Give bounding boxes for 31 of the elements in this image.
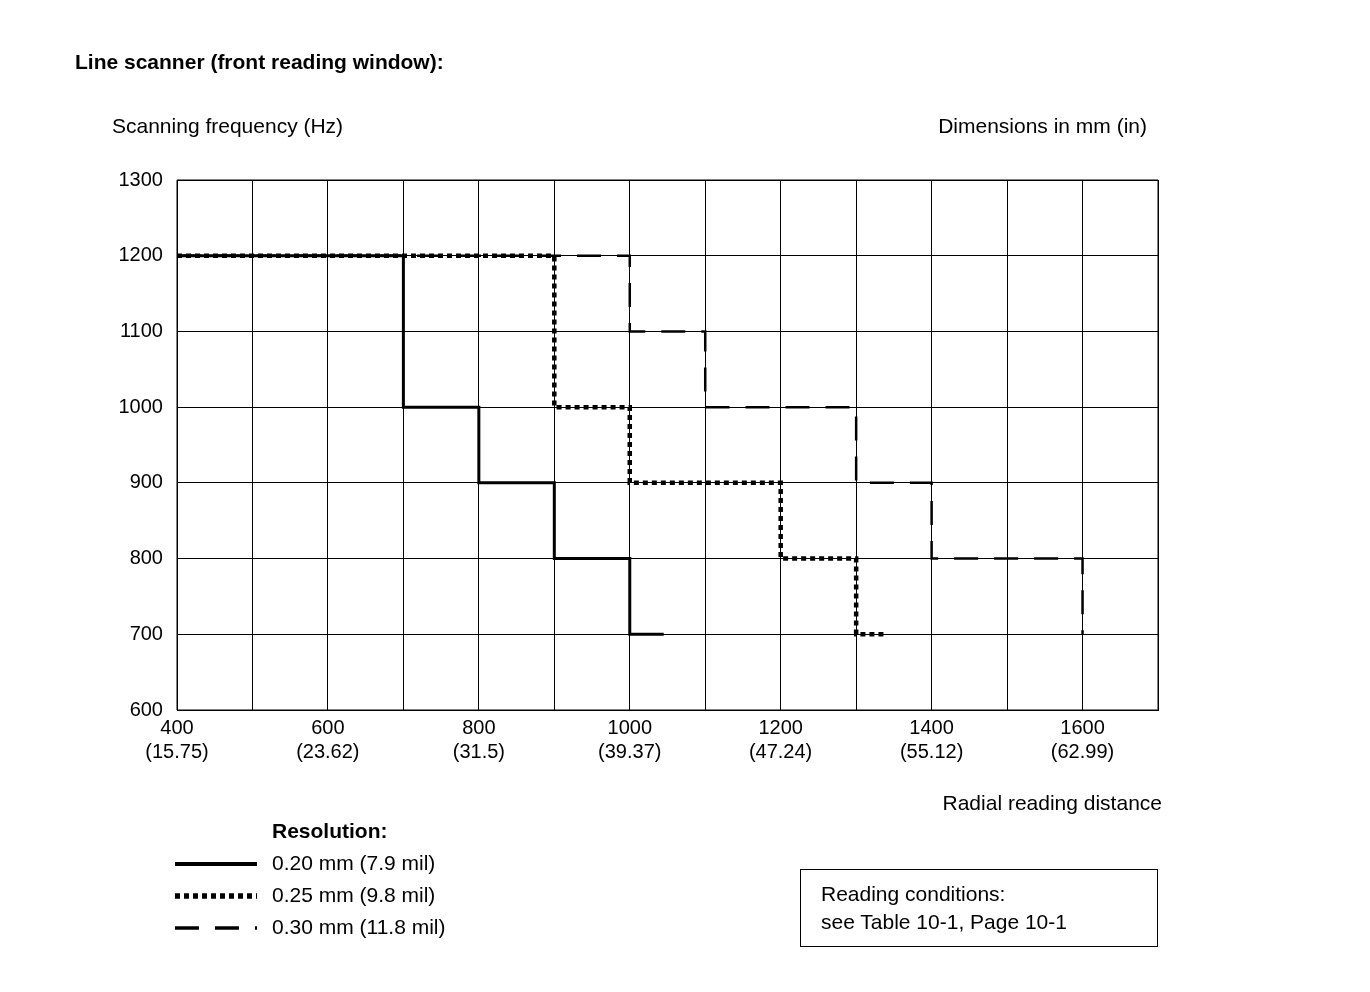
x-axis-title: Radial reading distance: [942, 791, 1162, 815]
x-tick-label: 600: [311, 715, 345, 738]
x2-tick-label: (55.12): [899, 739, 964, 762]
x2-tick-label: (23.62): [296, 739, 360, 762]
y-axis-title: Scanning frequency (Hz): [112, 114, 344, 138]
x2-tick-label: (47.24): [748, 739, 813, 762]
x2-tick-label: (39.37): [598, 739, 662, 762]
chart-title: Line scanner (front reading window):: [75, 50, 444, 74]
text: Dimensions in mm (in): [938, 114, 1147, 138]
y-tick-label: 1100: [119, 318, 163, 341]
legend-title: Resolution:: [272, 818, 388, 842]
y-tick-label: 900: [129, 470, 163, 493]
y-tick-label: 700: [129, 621, 163, 644]
y-tick-label: 600: [129, 697, 163, 720]
x-tick-label: 1600: [1060, 715, 1105, 738]
x-tick-label: 1400: [909, 715, 954, 738]
legend-label: 0.30 mm (11.8 mil): [272, 914, 446, 938]
x-tick-label: 1200: [758, 715, 803, 738]
x-tick-label: 400: [160, 715, 194, 738]
y-tick-label: 1000: [118, 394, 163, 417]
legend-label: 0.25 mm (9.8 mil): [272, 882, 436, 906]
x2-tick-label: (15.75): [145, 739, 209, 762]
x-tick-label: 1000: [607, 715, 653, 738]
y-tick-label: 1200: [118, 243, 163, 266]
legend-label: 0.20 mm (7.9 mil): [272, 850, 436, 874]
y-tick-label: 800: [129, 546, 163, 569]
x2-tick-label: (62.99): [1050, 739, 1115, 762]
text: Reading conditions: see Table 10-1, Page 10-1: [800, 869, 1158, 947]
x2-tick-label: (31.5): [452, 739, 506, 762]
y-tick-label: 1300: [118, 167, 163, 190]
x-tick-label: 800: [462, 715, 496, 738]
